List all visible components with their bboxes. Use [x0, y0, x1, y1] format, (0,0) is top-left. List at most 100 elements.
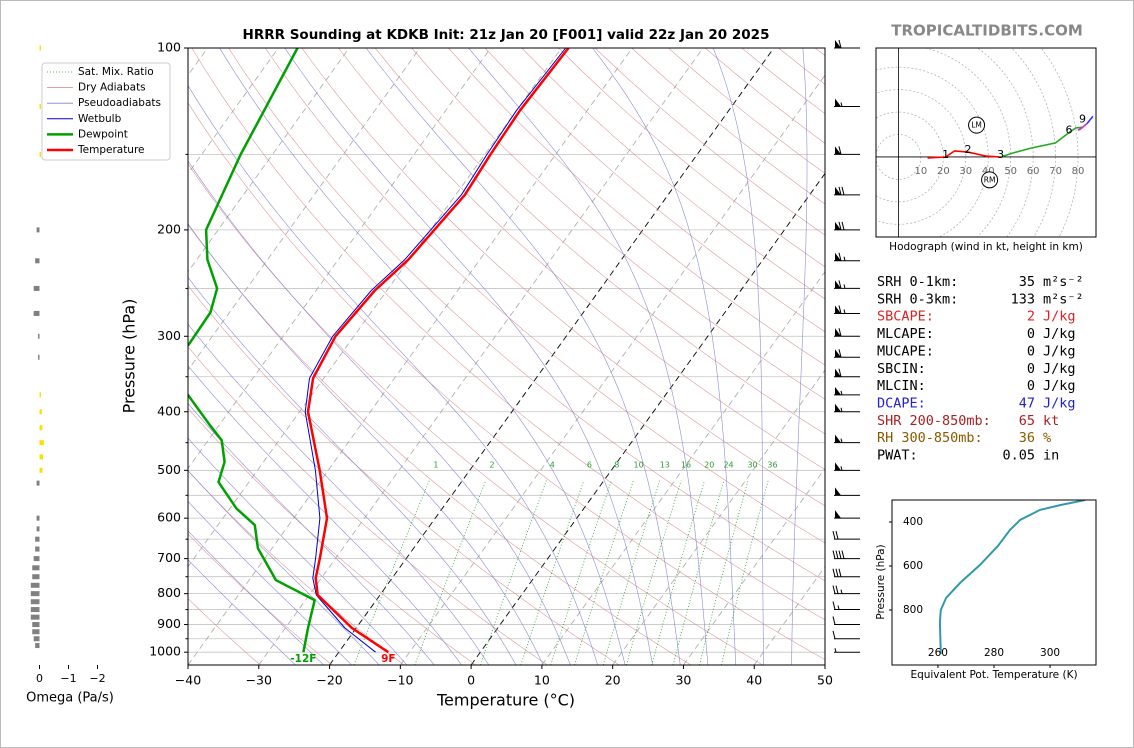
barb-full — [835, 568, 839, 577]
index-label: DCAPE: — [877, 395, 926, 411]
index-label: MLCAPE: — [877, 326, 934, 342]
y-tick-label: 500 — [157, 462, 181, 477]
barb-half — [840, 466, 843, 471]
x-axis-label: Temperature (°C) — [436, 691, 575, 710]
dry-adiabat — [188, 346, 548, 665]
omega-bar — [33, 285, 40, 291]
ring-label: 10 — [915, 166, 928, 177]
x-tick-label: 0 — [467, 673, 475, 688]
mixing-ratio-label: 8 — [614, 461, 619, 470]
index-label: SBCIN: — [877, 361, 926, 377]
barb-half — [843, 284, 846, 289]
barb-flag — [835, 221, 841, 230]
barb-full — [838, 186, 842, 195]
omega-bar — [39, 467, 43, 473]
omega-bar — [33, 310, 40, 316]
omega-bar — [36, 227, 40, 233]
dry-adiabat — [188, 598, 261, 665]
barb-full — [841, 186, 845, 195]
barb-half — [840, 407, 843, 412]
pseudoadiabat — [188, 437, 408, 665]
y-tick-label: 800 — [157, 585, 181, 600]
wind-barb — [834, 368, 860, 378]
y-tick-label: 700 — [157, 550, 181, 565]
barb-flag — [835, 368, 841, 377]
chart-title: HRRR Sounding at KDKB Init: 21z Jan 20 [… — [243, 27, 770, 43]
barb-full — [832, 601, 836, 610]
wind-barb — [834, 252, 860, 262]
legend-label: Dewpoint — [78, 128, 128, 140]
index-unit: J/kg — [1043, 343, 1076, 359]
barb-flag — [835, 487, 841, 496]
barb-half — [840, 438, 843, 443]
hodograph-line — [1000, 126, 1083, 158]
omega-bar — [30, 607, 40, 613]
pseudoadiabat — [188, 530, 324, 665]
barb-flag — [835, 40, 841, 48]
barb-full — [838, 305, 842, 314]
thetae-x-label: Equivalent Pot. Temperature (K) — [910, 669, 1077, 681]
omega-bar — [36, 526, 40, 532]
wind-barb — [834, 280, 860, 289]
storm-motion-marker — [981, 171, 999, 189]
dry-adiabat — [484, 48, 825, 333]
surface-label: 9F — [381, 653, 395, 665]
height-label: 6 — [1066, 123, 1073, 136]
watermark: TROPICALTIDBITS.COM — [891, 22, 1083, 40]
x-tick-label: 50 — [817, 673, 833, 688]
hodograph-caption: Hodograph (wind in kt, height in km) — [889, 241, 1083, 253]
index-label: SHR 200-850mb: — [877, 413, 991, 429]
dry-adiabat — [228, 48, 825, 582]
barb-half — [840, 390, 843, 395]
barb-full — [832, 630, 836, 639]
mixing-ratio-label: 20 — [704, 461, 714, 470]
barb-flag — [835, 349, 841, 358]
omega-bar — [38, 333, 40, 339]
y-axis-label: Pressure (hPa) — [120, 299, 139, 414]
thetae-x-tick-label: 280 — [984, 647, 1004, 659]
index-unit: kt — [1043, 413, 1059, 429]
barb-half — [840, 102, 843, 107]
barb-full — [835, 531, 839, 540]
ring-label: 70 — [1049, 166, 1062, 177]
omega-bar — [39, 425, 43, 431]
storm-motion-label: RM — [984, 175, 996, 184]
mixing-ratio-label: 10 — [634, 461, 644, 470]
wind-barb — [834, 349, 860, 358]
omega-axis-label: Omega (Pa/s) — [26, 691, 114, 706]
pseudoadiabat — [188, 84, 598, 665]
wind-barb — [834, 328, 860, 337]
barb-flag — [835, 305, 841, 314]
surface-label: -12F — [290, 653, 316, 665]
ring-label: 50 — [1004, 166, 1017, 177]
omega-bar — [30, 614, 40, 620]
mixing-ratio-line — [574, 480, 634, 665]
ring-label: 30 — [959, 166, 972, 177]
omega-bar — [35, 258, 40, 264]
index-label: SBCAPE: — [877, 309, 934, 325]
omega-bar — [32, 622, 40, 628]
pseudoadiabat — [468, 48, 709, 665]
wind-barb — [832, 601, 860, 611]
x-tick-label: 20 — [605, 673, 621, 688]
mixing-ratio-label: 2 — [489, 461, 494, 470]
omega-bar — [32, 565, 40, 571]
omega-bar — [39, 454, 43, 460]
highlight-isotherm — [329, 48, 775, 665]
barb-flag — [835, 252, 841, 261]
index-unit: J/kg — [1043, 326, 1076, 342]
thetae-y-tick-label: 800 — [903, 604, 923, 616]
dry-adiabat — [411, 48, 825, 400]
wind-barb — [834, 98, 860, 108]
index-value: 133 — [1011, 291, 1035, 307]
barb-flag — [835, 328, 841, 337]
index-value: 36 — [1019, 430, 1035, 446]
index-value: 35 — [1019, 274, 1035, 290]
y-tick-label: 200 — [157, 221, 181, 236]
y-tick-label: 900 — [157, 616, 181, 631]
index-unit: J/kg — [1043, 309, 1076, 325]
mixing-ratio-line — [721, 480, 769, 665]
barb-full — [832, 616, 836, 625]
isotherm — [188, 48, 633, 665]
